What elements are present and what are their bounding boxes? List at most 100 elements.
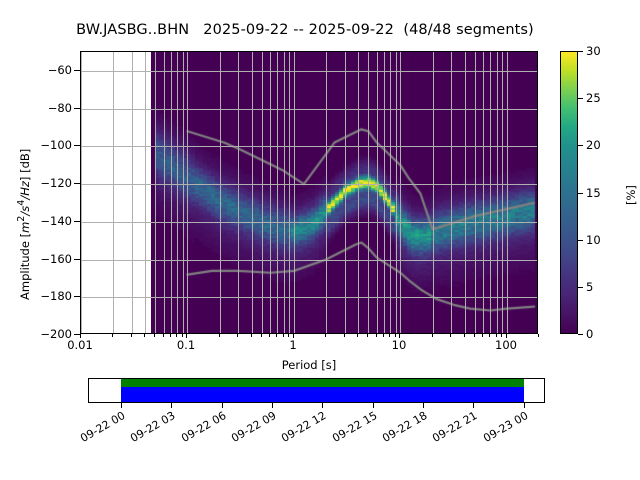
- colorbar-tick-label: 30: [586, 44, 601, 58]
- timeline-tick: [222, 403, 223, 408]
- y-axis-tick: [74, 145, 80, 146]
- y-axis-tick-label: −80: [47, 101, 72, 115]
- y-axis-tick-label: −60: [47, 63, 72, 77]
- gridline-vertical: [294, 52, 295, 333]
- x-axis-tick: [367, 334, 368, 337]
- timeline-tick-label: 09-22 18: [380, 409, 430, 445]
- x-axis-tick: [80, 334, 81, 338]
- colorbar-tick-label: 5: [586, 280, 594, 294]
- gridline-vertical: [132, 52, 133, 333]
- x-axis-tick: [293, 334, 294, 338]
- timeline-tick: [524, 403, 525, 408]
- ppsd-plot-area: [80, 51, 538, 334]
- gridline-vertical: [490, 52, 491, 333]
- x-axis-tick-label: 10: [391, 338, 407, 352]
- timeline-tick: [121, 403, 122, 408]
- colorbar-tick: [578, 51, 583, 52]
- gridline-vertical: [164, 52, 165, 333]
- gridline-vertical: [433, 52, 434, 333]
- timeline-tick: [473, 403, 474, 408]
- x-axis-tick: [506, 334, 507, 338]
- x-axis-tick: [325, 334, 326, 337]
- colorbar-tick-label: 10: [586, 233, 601, 247]
- gridline-horizontal: [81, 108, 537, 110]
- timeline-tick: [373, 403, 374, 408]
- y-axis-tick-label: −200: [40, 327, 72, 341]
- colorbar-tick: [578, 98, 583, 99]
- gridline-vertical: [81, 52, 82, 333]
- timeline-tick-label: 09-22 21: [430, 409, 480, 445]
- y-axis-tick: [74, 334, 80, 335]
- y-axis-tick: [74, 296, 80, 297]
- gridline-horizontal: [81, 221, 537, 223]
- x-axis-tick: [464, 334, 465, 337]
- gridline-vertical: [284, 52, 285, 333]
- gridline-vertical: [358, 52, 359, 333]
- x-axis-tick: [182, 334, 183, 337]
- x-axis-tick: [357, 334, 358, 337]
- gridline-vertical: [368, 52, 369, 333]
- no-data-region: [81, 52, 151, 333]
- gridline-vertical: [289, 52, 290, 333]
- x-axis-tick: [261, 334, 262, 337]
- colorbar-tick: [578, 240, 583, 241]
- x-axis-tick-label: 0.1: [176, 338, 196, 352]
- colorbar-tick-label: 0: [586, 327, 594, 341]
- x-axis-tick: [376, 334, 377, 337]
- gridline-vertical: [465, 52, 466, 333]
- y-axis-tick-label: −160: [40, 252, 72, 266]
- y-axis-tick-label: −140: [40, 214, 72, 228]
- y-axis-tick: [74, 221, 80, 222]
- gridline-vertical: [475, 52, 476, 333]
- x-axis-tick: [395, 334, 396, 337]
- gridline-vertical: [451, 52, 452, 333]
- gridline-vertical: [377, 52, 378, 333]
- colorbar-unit-label: [%]: [624, 185, 638, 205]
- y-axis-tick: [74, 183, 80, 184]
- gridline-horizontal: [81, 259, 537, 261]
- timeline-tick-label: 09-22 15: [329, 409, 380, 445]
- timeline-tick: [423, 403, 424, 408]
- x-axis-tick: [288, 334, 289, 337]
- y-axis-tick: [74, 259, 80, 260]
- timeline-coverage-box[interactable]: [88, 378, 545, 403]
- data-coverage-green: [120, 379, 524, 388]
- x-axis-tick: [474, 334, 475, 337]
- gridline-vertical: [396, 52, 397, 333]
- x-axis-tick: [450, 334, 451, 337]
- x-axis-tick-label: 1: [289, 338, 297, 352]
- x-axis-tick: [399, 334, 400, 338]
- x-axis-tick-label: 100: [495, 338, 517, 352]
- colorbar-tick: [578, 145, 583, 146]
- gridline-horizontal: [81, 297, 537, 299]
- timeline-tick: [171, 403, 172, 408]
- timeline-tick-label: 09-22 06: [178, 409, 229, 445]
- x-axis-tick: [219, 334, 220, 337]
- timeline-tick-label: 09-22 09: [229, 409, 279, 445]
- x-axis-tick: [170, 334, 171, 337]
- colorbar-tick-label: 20: [586, 138, 601, 152]
- x-axis-label: Period [s]: [281, 358, 337, 372]
- y-axis-tick: [74, 108, 80, 109]
- y-axis-tick-label: −120: [40, 176, 72, 190]
- ppsd-density-canvas: [81, 52, 537, 333]
- x-axis-tick: [489, 334, 490, 337]
- x-axis-tick: [131, 334, 132, 337]
- gridline-vertical: [400, 52, 401, 333]
- data-coverage-blue: [120, 386, 524, 402]
- x-axis-tick: [269, 334, 270, 337]
- x-axis-tick: [538, 334, 539, 337]
- x-axis-tick: [237, 334, 238, 337]
- colorbar-tick-label: 25: [586, 91, 601, 105]
- x-axis-tick: [482, 334, 483, 337]
- gridline-horizontal: [81, 146, 537, 148]
- gridline-vertical: [145, 52, 146, 333]
- gridline-vertical: [384, 52, 385, 333]
- timeline-tick-label: 09-22 00: [78, 409, 128, 445]
- y-axis-tick-label: −180: [40, 289, 72, 303]
- x-axis-tick: [501, 334, 502, 337]
- x-axis-tick: [112, 334, 113, 337]
- timeline-tick-label: 09-22 03: [128, 409, 178, 445]
- x-axis-tick: [389, 334, 390, 337]
- colorbar-tick: [578, 193, 583, 194]
